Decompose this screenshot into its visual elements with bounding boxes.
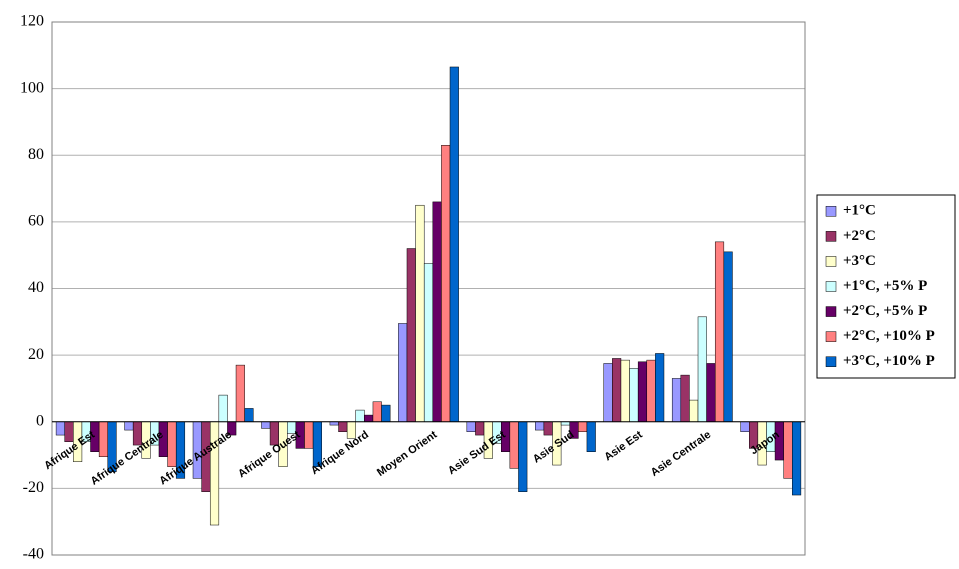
bar (415, 204, 425, 422)
x-tick-label: Afrique Ouest (236, 429, 303, 481)
bar (792, 421, 802, 496)
bar (475, 421, 485, 436)
legend-label: +2°C, +5% P (843, 303, 927, 319)
bar (406, 248, 416, 422)
bar (381, 404, 391, 422)
bar (578, 421, 588, 432)
bar (355, 409, 365, 423)
bar (680, 374, 690, 422)
legend-box (816, 194, 956, 379)
y-tick-label: 40 (28, 279, 44, 296)
legend-swatch (825, 281, 837, 292)
bar (543, 421, 553, 436)
legend-label: +3°C, +10% P (843, 353, 935, 369)
y-tick-label: 60 (28, 213, 44, 230)
bar (518, 421, 528, 492)
bar (706, 363, 716, 422)
bar (124, 421, 134, 431)
bar (261, 421, 271, 429)
bar (689, 399, 699, 422)
y-tick-label: 0 (36, 412, 44, 429)
legend-swatch (825, 306, 837, 317)
y-tick-label: 80 (28, 146, 44, 163)
bar (629, 368, 639, 423)
bar (304, 421, 314, 449)
bar (620, 359, 630, 423)
bar (637, 361, 648, 423)
bar (612, 358, 622, 422)
bar (586, 421, 596, 452)
bar (646, 359, 656, 423)
bar (372, 401, 382, 423)
legend-swatch (825, 356, 837, 367)
bar (449, 66, 459, 423)
bar (603, 363, 613, 422)
x-tick-label: Asie Sud Est (446, 429, 508, 478)
bar (364, 414, 374, 422)
legend-label: +2°C (843, 228, 876, 244)
y-tick-label: -40 (23, 546, 44, 563)
bar (218, 394, 228, 423)
bar (432, 201, 442, 422)
legend-swatch (825, 206, 837, 217)
bar (423, 263, 434, 422)
legend-swatch (825, 256, 837, 267)
y-tick-label: 20 (28, 346, 44, 363)
bar (55, 421, 65, 436)
bar (655, 353, 665, 423)
bar (714, 241, 725, 422)
x-tick-label: Asie Est (602, 429, 645, 464)
bar (167, 421, 177, 467)
y-tick-label: 100 (20, 79, 44, 96)
bar (98, 421, 108, 457)
legend-label: +1°C, +5% P (843, 278, 927, 294)
bar (398, 323, 408, 422)
bar (723, 251, 733, 422)
y-tick-label: -20 (23, 479, 44, 496)
bar (535, 421, 545, 431)
bar (697, 316, 707, 422)
bar (64, 421, 74, 442)
legend-label: +2°C, +10% P (843, 328, 935, 344)
legend-swatch (825, 231, 837, 242)
bar (466, 421, 476, 432)
plot-border (51, 21, 806, 556)
bar (235, 364, 245, 422)
y-tick-label: 120 (20, 13, 44, 30)
bar (740, 421, 750, 432)
bar (783, 421, 793, 479)
legend-swatch (825, 331, 837, 342)
bar (671, 378, 682, 423)
x-tick-label: Asie Centrale (649, 429, 713, 479)
legend-label: +3°C (843, 253, 876, 269)
legend-label: +1°C (843, 203, 876, 219)
x-tick-label: Moyen Orient (375, 429, 440, 479)
bar (338, 421, 348, 432)
bar (244, 408, 254, 422)
bar (441, 145, 451, 422)
bar (509, 421, 519, 469)
